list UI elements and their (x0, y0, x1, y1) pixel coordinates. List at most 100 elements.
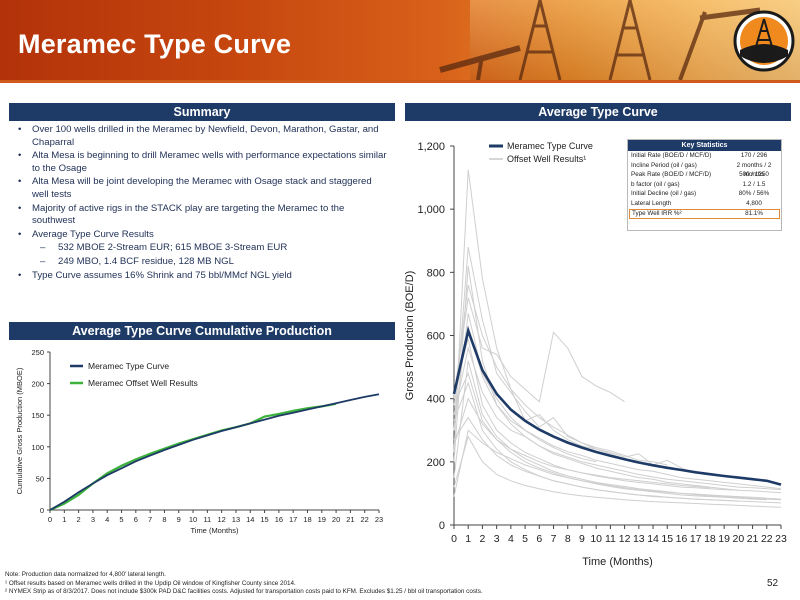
key-stat-row: Incline Period (oil / gas) 2 months / 2 m… (628, 161, 781, 179)
x-tick-label: 0 (48, 515, 52, 524)
page-title: Meramec Type Curve (18, 29, 292, 59)
summary-header: Summary (9, 103, 395, 121)
key-stat-row: Peak Rate (BOE/D / MCF/D) 500 / 1250 (628, 170, 781, 180)
x-tick-label: 18 (303, 515, 311, 524)
x-tick-label: 17 (289, 515, 297, 524)
offset-well-line (453, 416, 782, 504)
summary-bullet: Over 100 wells drilled in the Meramec by… (18, 124, 390, 149)
type-curve-header: Average Type Curve (405, 103, 791, 121)
x-tick-label: 0 (451, 533, 457, 545)
x-tick-label: 5 (522, 533, 528, 545)
x-tick-label: 23 (775, 533, 787, 545)
footnote: ¹ Offset results based on Meramec wells … (5, 579, 296, 587)
key-stat-label: Peak Rate (BOE/D / MCF/D) (631, 171, 712, 179)
summary-bullet: Majority of active rigs in the STACK pla… (18, 203, 390, 228)
x-tick-label: 16 (676, 533, 688, 545)
y-tick-label: 150 (31, 411, 44, 420)
x-tick-label: 8 (565, 533, 571, 545)
x-tick-label: 19 (718, 533, 730, 545)
x-tick-label: 2 (77, 515, 81, 524)
y-tick-label: 200 (31, 380, 44, 389)
x-tick-label: 4 (508, 533, 514, 545)
x-tick-label: 18 (704, 533, 716, 545)
type-curve-line (452, 326, 782, 486)
company-logo-icon (733, 10, 795, 72)
x-tick-label: 12 (619, 533, 631, 545)
key-stat-value: 4,800 (746, 199, 762, 207)
page-number: 52 (767, 578, 779, 589)
oil-rig-silhouette-icon (439, 0, 761, 80)
x-tick-label: 2 (480, 533, 486, 545)
key-stat-row: b factor (oil / gas) 1.2 / 1.5 (628, 180, 781, 190)
key-stat-row: Initial Rate (BOE/D / MCF/D) 170 / 296 (628, 151, 781, 161)
x-tick-label: 6 (536, 533, 542, 545)
x-tick-label: 23 (375, 515, 383, 524)
x-tick-label: 19 (318, 515, 326, 524)
offset-well-line (453, 429, 782, 501)
y-tick-label: 50 (36, 474, 44, 483)
legend-label-offset: Meramec Offset Well Results (88, 378, 198, 388)
key-stat-value: 1.2 / 1.5 (742, 180, 766, 188)
legend-label-type-curve: Meramec Type Curve (507, 141, 593, 151)
header-banner: Meramec Type Curve (0, 0, 800, 80)
offset-well-line (453, 265, 782, 491)
x-tick-label: 6 (134, 515, 138, 524)
y-tick-label: 0 (439, 520, 445, 532)
x-tick-label: 22 (761, 533, 773, 545)
offset-well-line (453, 346, 739, 491)
key-stat-value: 81.1% (745, 209, 763, 217)
key-stat-label: Incline Period (oil / gas) (631, 161, 697, 169)
x-tick-label: 7 (148, 515, 152, 524)
y-tick-label: 100 (31, 443, 44, 452)
x-tick-label: 16 (275, 515, 283, 524)
cumulative-header: Average Type Curve Cumulative Production (9, 322, 395, 340)
summary-bullet: Type Curve assumes 16% Shrink and 75 bbl… (18, 270, 390, 283)
footnotes: Note: Production data normalized for 4,8… (5, 571, 725, 597)
key-stat-label: Initial Rate (BOE/D / MCF/D) (631, 152, 712, 159)
x-tick-label: 15 (661, 533, 673, 545)
offset-well-line (453, 325, 782, 490)
header-accent-line (0, 80, 800, 83)
offset-well-line (453, 371, 710, 489)
y-tick-label: 400 (427, 394, 445, 406)
summary-bullet: Alta Mesa will be joint developing the M… (18, 176, 390, 201)
offset-well-line (453, 247, 668, 466)
y-tick-label: 250 (31, 348, 44, 357)
x-axis-label: Time (Months) (582, 556, 653, 568)
x-tick-label: 9 (177, 515, 181, 524)
summary-sub-bullet: 532 MBOE 2-Stream EUR; 615 MBOE 3-Stream… (18, 242, 390, 255)
x-tick-label: 20 (733, 533, 745, 545)
x-tick-label: 14 (246, 515, 254, 524)
x-tick-label: 21 (747, 533, 759, 545)
legend-label-offset: Offset Well Results¹ (507, 154, 586, 164)
y-tick-label: 600 (427, 331, 445, 343)
offset-well-line (453, 297, 625, 403)
x-tick-label: 21 (346, 515, 354, 524)
key-stat-value: 500 / 1250 (739, 171, 769, 179)
x-tick-label: 1 (465, 533, 471, 545)
x-tick-label: 15 (260, 515, 268, 524)
y-tick-label: 1,000 (417, 204, 445, 216)
x-tick-label: 20 (332, 515, 340, 524)
y-axis-label: Gross Production (BOE/D) (404, 271, 416, 401)
footnote: ² NYMEX Strip as of 8/3/2017. Does not i… (5, 588, 483, 596)
x-tick-label: 13 (633, 533, 645, 545)
summary-bullet: Alta Mesa is beginning to drill Meramec … (18, 150, 390, 175)
x-tick-label: 13 (232, 515, 240, 524)
key-statistics-table: Key Statistics Initial Rate (BOE/D / MCF… (627, 139, 782, 231)
y-tick-label: 200 (427, 457, 445, 469)
x-tick-label: 3 (91, 515, 95, 524)
x-tick-label: 7 (551, 533, 557, 545)
x-tick-label: 14 (647, 533, 659, 545)
key-stat-value: 170 / 296 (740, 152, 768, 159)
x-tick-label: 5 (119, 515, 123, 524)
y-axis-label: Cumulative Gross Production (MBOE) (15, 367, 24, 494)
offset-well-line (453, 381, 739, 502)
x-tick-label: 1 (62, 515, 66, 524)
key-stat-label: Type Well IRR %² (632, 209, 682, 217)
x-tick-label: 11 (203, 515, 211, 524)
x-tick-label: 8 (162, 515, 166, 524)
x-tick-label: 22 (361, 515, 369, 524)
